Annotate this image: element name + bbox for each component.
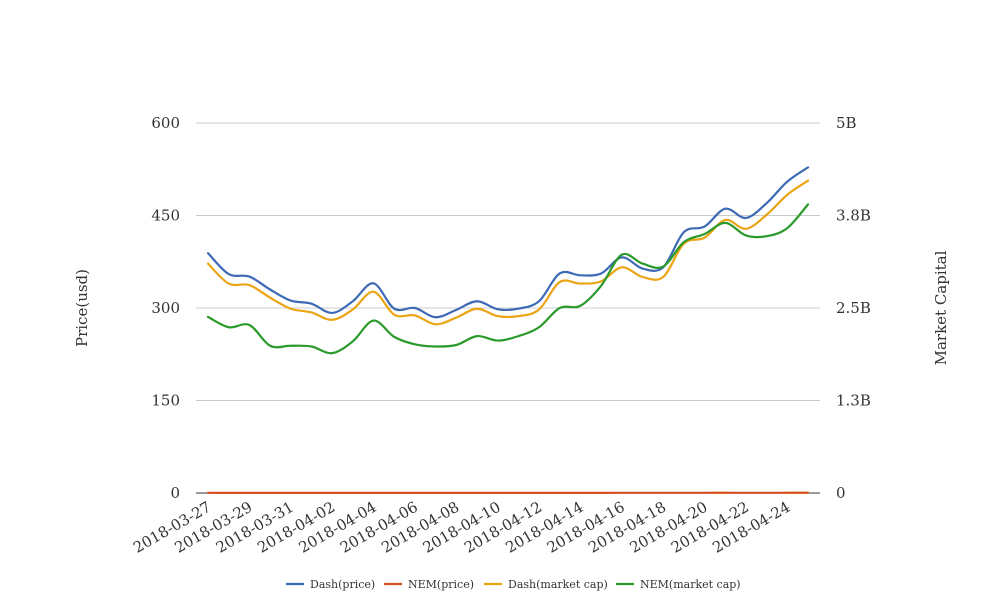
legend-label: Dash(market cap)	[508, 578, 608, 591]
right-tick-label: 2.5B	[836, 299, 871, 317]
left-tick-label: 300	[151, 299, 180, 317]
right-tick-label: 5B	[836, 114, 857, 132]
legend-item-nem-price[interactable]: NEM(price)	[384, 578, 474, 591]
series-layer	[206, 166, 810, 494]
legend-label: NEM(market cap)	[640, 578, 741, 591]
left-axis-title: Price(usd)	[73, 269, 91, 347]
legend-item-dash-market-cap[interactable]: Dash(market cap)	[484, 578, 608, 591]
series-line-dash-market-cap	[206, 179, 810, 326]
legend-item-dash-price[interactable]: Dash(price)	[286, 578, 375, 591]
right-tick-label: 3.8B	[836, 207, 871, 225]
left-tick-label: 0	[170, 484, 180, 502]
legend-label: NEM(price)	[408, 578, 474, 591]
x-axis-ticks: 2018-03-272018-03-292018-03-312018-04-02…	[130, 498, 793, 557]
right-axis-title: Market Capital	[932, 250, 950, 365]
left-tick-label: 600	[151, 114, 180, 132]
left-tick-label: 150	[151, 392, 180, 410]
series-line-nem-market-cap	[206, 203, 810, 355]
legend-label: Dash(price)	[310, 578, 375, 591]
right-tick-label: 1.3B	[836, 392, 871, 410]
right-axis-ticks: 0 1.3B 2.5B 3.8B 5B	[836, 114, 871, 502]
legend: Dash(price) NEM(price) Dash(market cap) NEM…	[286, 578, 741, 591]
left-axis-ticks: 0 150 300 450 600	[151, 114, 180, 502]
legend-item-nem-market-cap[interactable]: NEM(market cap)	[616, 578, 741, 591]
left-tick-label: 450	[151, 207, 180, 225]
series-line-dash-price	[206, 166, 810, 319]
right-tick-label: 0	[836, 484, 846, 502]
